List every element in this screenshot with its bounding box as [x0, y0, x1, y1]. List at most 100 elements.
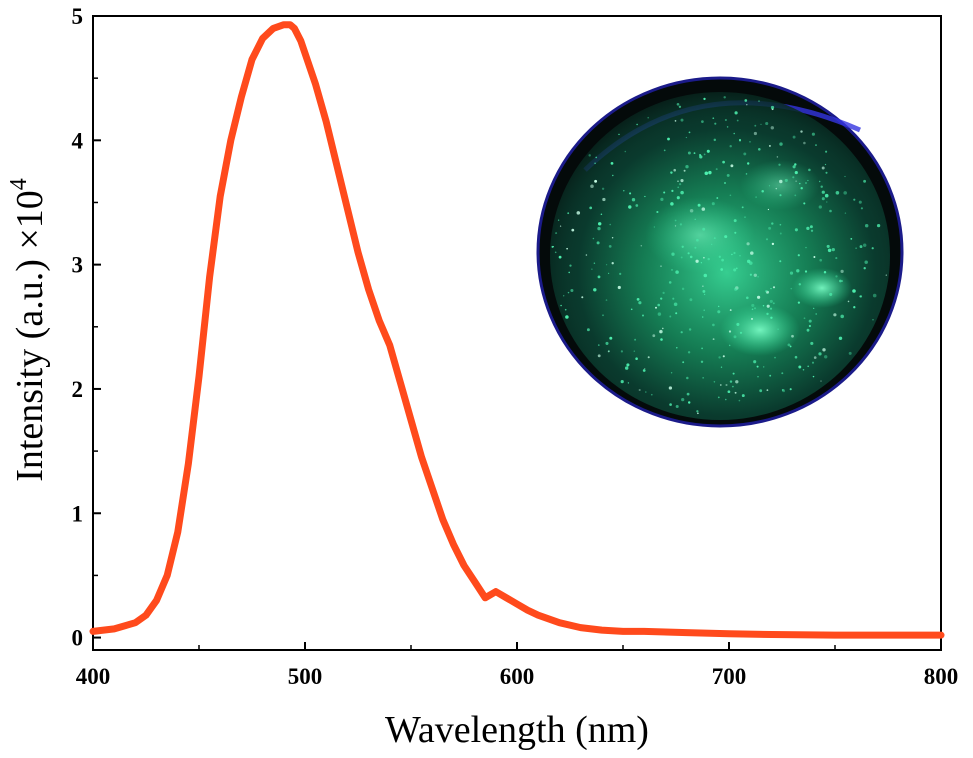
- inset-speckle: [674, 225, 677, 227]
- inset-speckle: [799, 182, 801, 185]
- inset-speckle: [687, 401, 691, 404]
- inset-speckle: [713, 237, 716, 239]
- inset-speckle: [772, 302, 775, 305]
- inset-speckle: [777, 328, 779, 331]
- inset-speckle: [660, 338, 663, 341]
- inset-speckle: [722, 355, 725, 358]
- inset-speckle: [775, 187, 778, 190]
- inset-speckle: [707, 257, 710, 261]
- inset-speckle: [797, 254, 800, 257]
- inset-speckle: [663, 191, 666, 194]
- inset-speckle: [686, 392, 690, 396]
- inset-speckle: [820, 380, 822, 382]
- inset-speckle: [855, 247, 857, 249]
- inset-speckle: [571, 228, 575, 232]
- inset-speckle: [699, 155, 703, 159]
- inset-speckle: [682, 361, 685, 364]
- inset-speckle: [770, 126, 774, 130]
- inset-speckle: [800, 130, 803, 133]
- inset-speckle: [713, 138, 717, 142]
- inset-speckle: [790, 287, 793, 290]
- x-tick-label: 500: [288, 664, 323, 689]
- inset-speckle: [807, 365, 810, 368]
- inset-speckle: [688, 328, 692, 331]
- inset-speckle: [747, 162, 750, 165]
- inset-speckle: [762, 366, 765, 368]
- inset-speckle: [589, 206, 593, 210]
- x-tick-label: 700: [712, 664, 747, 689]
- x-tick-label: 600: [500, 664, 535, 689]
- inset-speckle: [738, 399, 741, 402]
- inset-speckle: [753, 131, 757, 136]
- inset-speckle: [585, 254, 588, 256]
- inset-speckle: [800, 187, 803, 190]
- inset-speckle: [755, 196, 757, 198]
- inset-speckle: [670, 171, 673, 174]
- inset-speckle: [827, 248, 832, 253]
- inset-speckle: [560, 225, 562, 227]
- inset-speckle: [588, 154, 591, 157]
- inset-speckle: [733, 219, 737, 223]
- inset-speckle: [679, 223, 683, 226]
- series-layer: [89, 21, 945, 639]
- inset-speckle: [765, 290, 768, 293]
- inset-speckle: [753, 273, 757, 277]
- inset-speckle: [625, 366, 629, 370]
- inset-speckle: [735, 286, 739, 290]
- inset-speckle: [813, 256, 816, 258]
- inset-speckle: [678, 182, 682, 186]
- inset-speckle: [611, 262, 614, 265]
- inset-speckle: [744, 99, 748, 102]
- inset-speckle: [810, 341, 814, 345]
- inset-speckle: [656, 210, 659, 214]
- inset-speckle: [876, 223, 881, 228]
- inset-speckle: [768, 226, 772, 230]
- inset-speckle: [681, 287, 685, 291]
- inset-speckle: [733, 251, 736, 255]
- y-tick-label: 0: [72, 626, 84, 651]
- inset-speckle: [754, 307, 756, 310]
- inset-speckle: [602, 197, 606, 202]
- inset-speckle: [734, 231, 737, 234]
- inset-speckle: [835, 191, 840, 195]
- inset-speckle: [808, 319, 812, 323]
- inset-speckle: [839, 279, 842, 283]
- inset-speckle: [835, 257, 838, 260]
- inset-speckle: [859, 245, 863, 249]
- inset-speckle: [729, 309, 732, 312]
- inset-speckle: [811, 361, 815, 364]
- inset-speckle: [593, 288, 597, 292]
- inset-speckle: [734, 111, 738, 115]
- inset-speckle: [751, 303, 755, 307]
- inset-speckle: [611, 236, 614, 239]
- inset-speckle: [703, 256, 705, 259]
- inset-speckle: [715, 168, 718, 171]
- inset-speckle: [754, 124, 757, 127]
- inset-speckle: [757, 375, 759, 378]
- inset-speckle: [716, 197, 719, 199]
- inset-speckle: [768, 144, 771, 147]
- inset-speckle: [723, 96, 726, 99]
- inset-speckle: [711, 243, 713, 246]
- inset-speckle: [645, 391, 647, 393]
- inset-glow-spot: [740, 160, 820, 210]
- inset-speckle: [623, 189, 625, 192]
- inset-speckle: [813, 307, 815, 310]
- inset-speckle: [596, 241, 600, 245]
- inset-speckle: [696, 238, 699, 242]
- inset-speckle: [797, 301, 801, 304]
- inset-speckle: [728, 344, 731, 347]
- inset-speckle: [758, 148, 761, 151]
- inset-speckle: [743, 152, 747, 156]
- inset-speckle: [717, 396, 720, 399]
- inset-speckle: [597, 344, 600, 346]
- inset-speckle: [771, 242, 775, 246]
- inset-speckle: [835, 275, 838, 278]
- inset-speckle: [597, 354, 601, 358]
- inset-speckle: [689, 208, 694, 213]
- inset-speckle: [770, 287, 772, 290]
- inset-speckle: [702, 285, 704, 287]
- inset-speckle: [798, 365, 802, 369]
- inset-speckle: [712, 117, 715, 120]
- inset-speckle: [695, 259, 699, 263]
